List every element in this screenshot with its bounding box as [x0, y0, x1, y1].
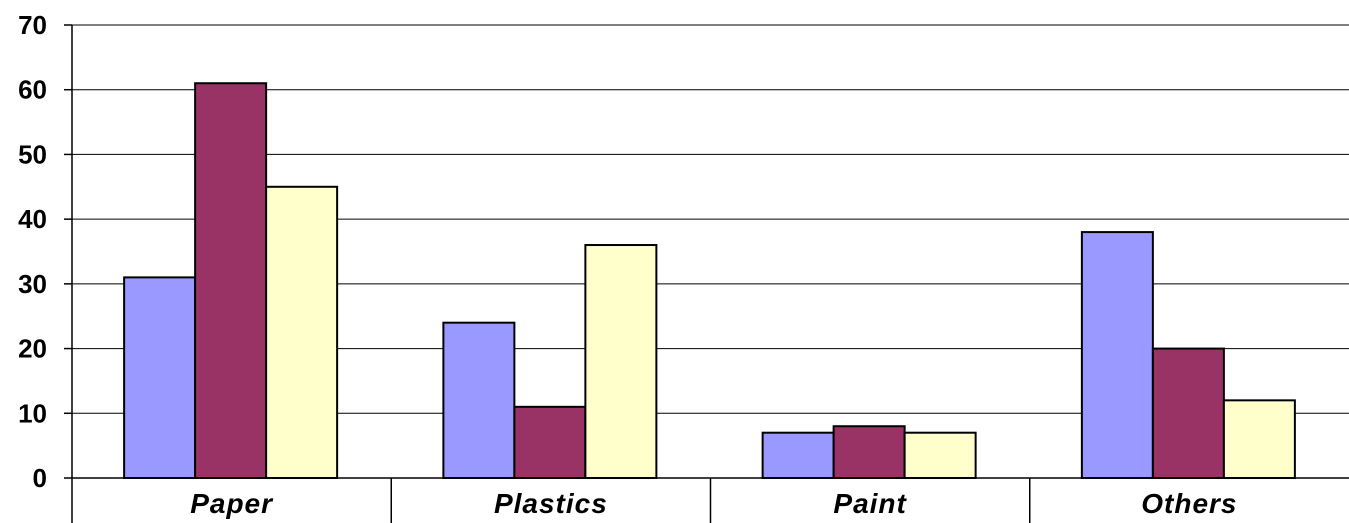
bar-paint-series-1 — [761, 431, 835, 480]
bar-plastics-series-1 — [442, 321, 516, 479]
bar-paper-series-3 — [265, 185, 339, 480]
y-tick-label: 0 — [33, 463, 47, 493]
bar-others-series-2 — [1151, 347, 1225, 480]
bar-plastics-series-3 — [584, 244, 658, 479]
x-axis-category-labels: Paper Plastics Paint Others — [190, 488, 1237, 519]
x-category-label: Paint — [833, 488, 907, 519]
bar-others-series-1 — [1080, 231, 1154, 479]
y-tick-label: 30 — [18, 269, 47, 299]
x-category-label: Plastics — [494, 488, 608, 519]
y-tick-label: 20 — [18, 334, 47, 364]
bar-paint-series-3 — [903, 431, 977, 480]
y-tick-label: 50 — [18, 139, 47, 169]
y-tick-label: 40 — [18, 204, 47, 234]
y-axis-tick-labels: 0 10 20 30 40 50 60 70 — [18, 10, 47, 493]
bar-paint-series-2 — [832, 425, 906, 480]
y-tick-label: 60 — [18, 75, 47, 105]
x-category-label: Paper — [190, 488, 274, 519]
y-tick-label: 70 — [18, 10, 47, 40]
bar-paper-series-1 — [123, 276, 197, 479]
y-tick-label: 10 — [18, 398, 47, 428]
x-category-label: Others — [1141, 488, 1237, 519]
axes — [64, 24, 1349, 523]
bars — [123, 82, 1296, 480]
bar-paper-series-2 — [194, 82, 268, 479]
bar-others-series-3 — [1222, 399, 1296, 480]
bar-plastics-series-2 — [513, 405, 587, 480]
